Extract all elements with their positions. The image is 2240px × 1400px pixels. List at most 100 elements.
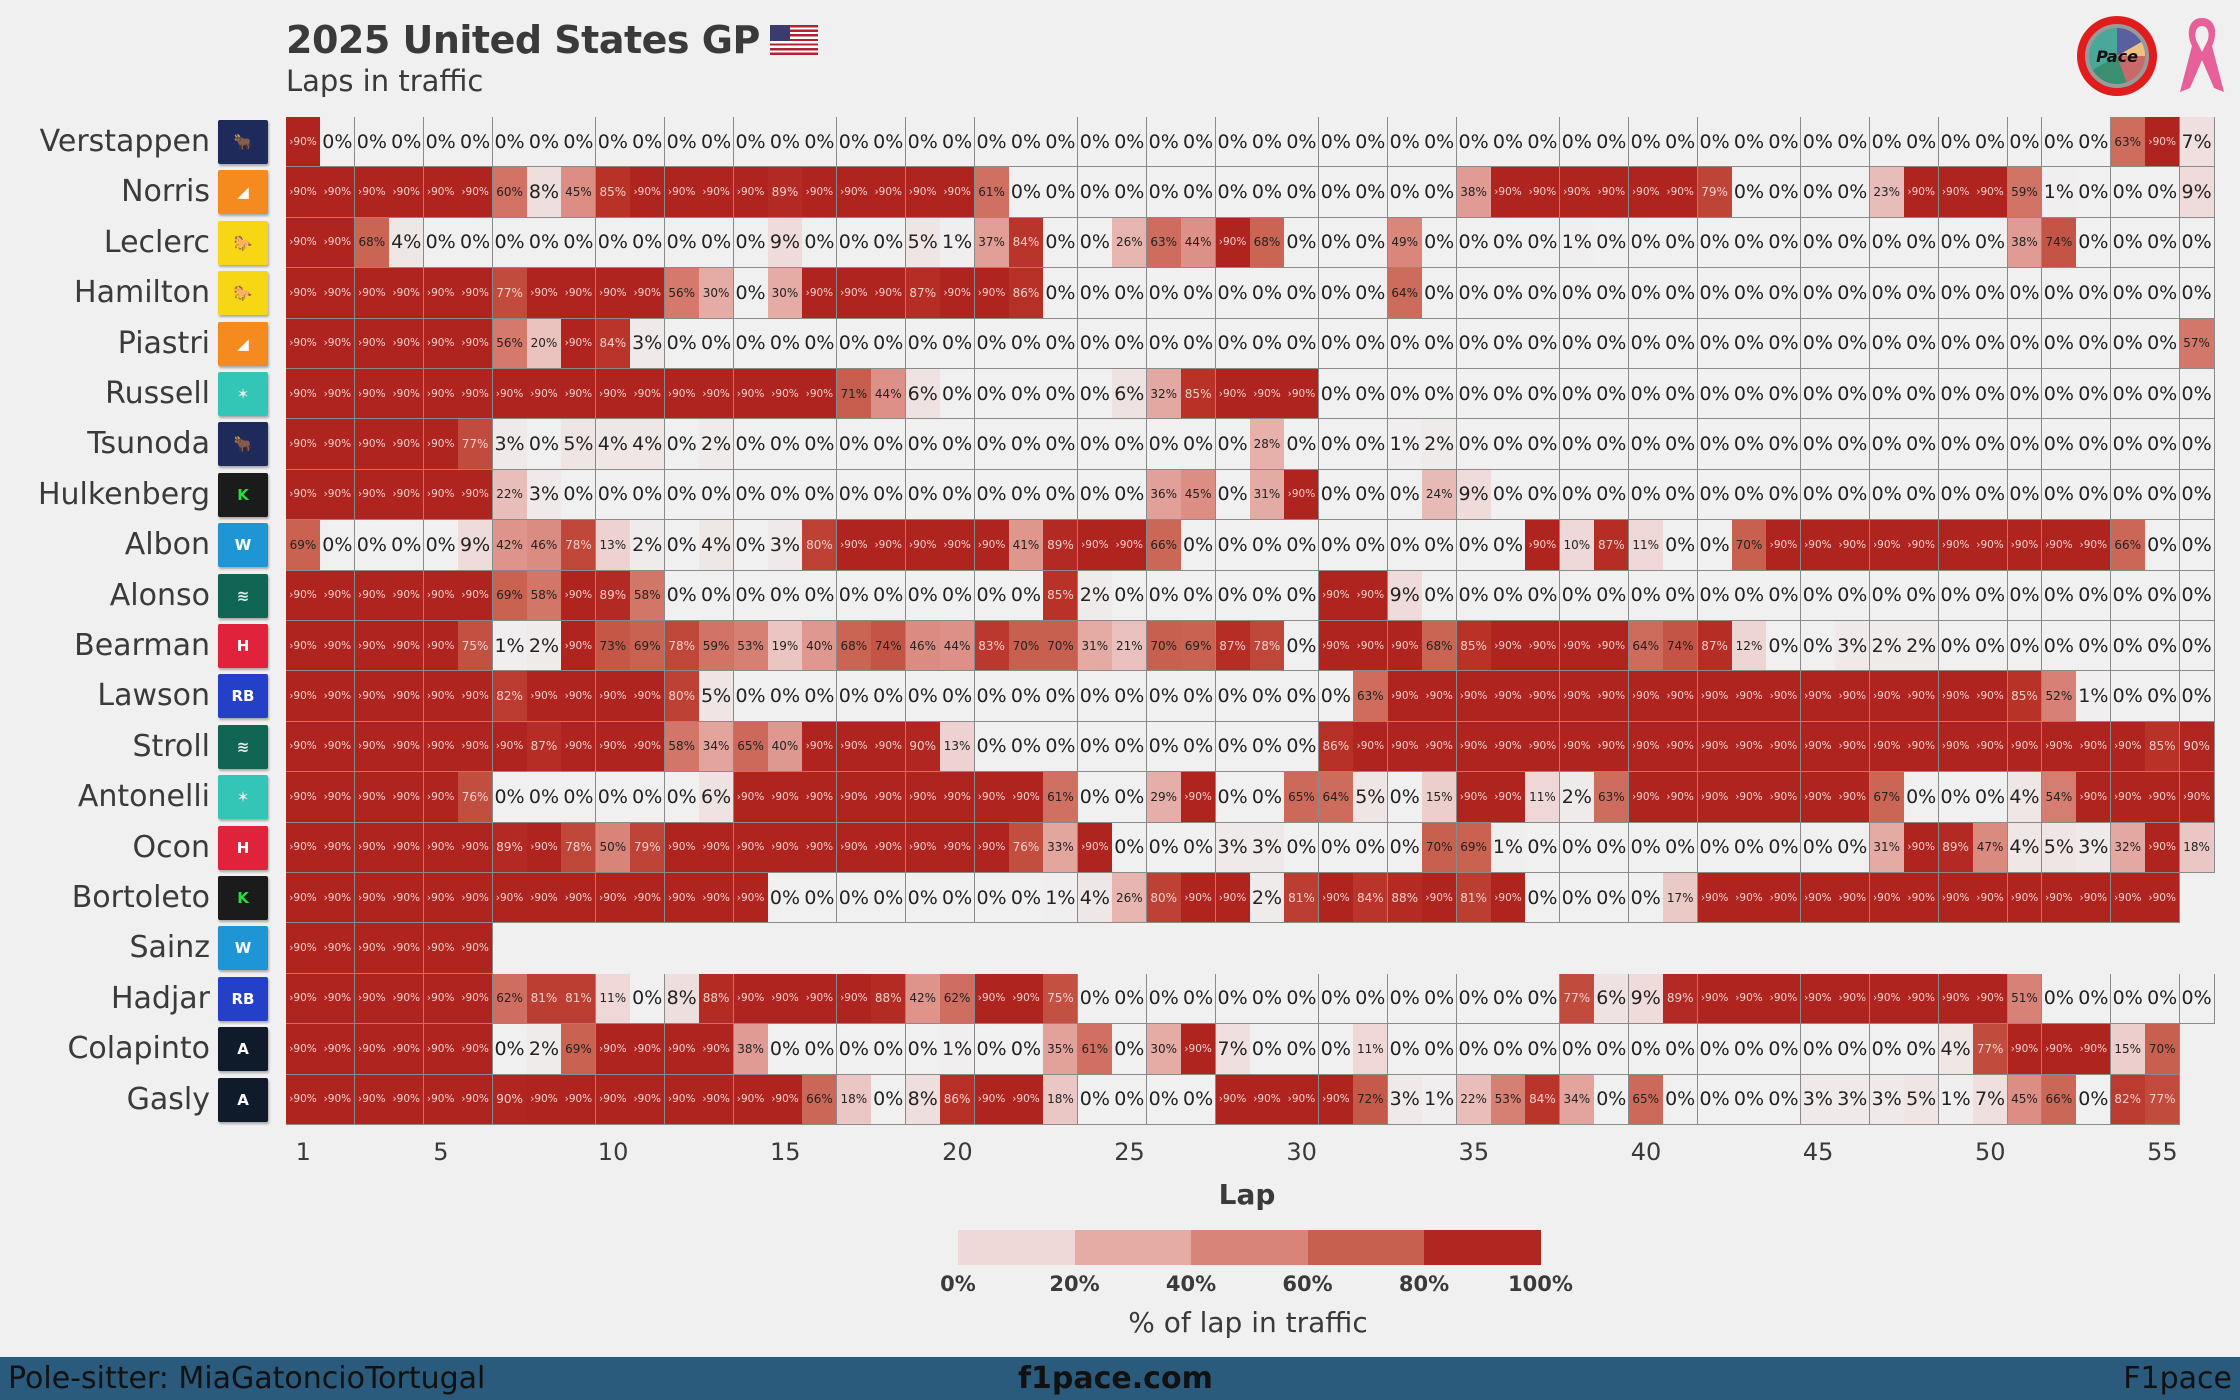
colorbar-tick-label: 100% <box>1508 1272 1573 1296</box>
heatmap-cell: 0% <box>1800 1024 1836 1075</box>
heatmap-cell: ›90% <box>1594 671 1630 722</box>
heatmap-cell: 0% <box>1112 822 1148 873</box>
heatmap-cell: 0% <box>1559 369 1595 420</box>
heatmap-cell: 0% <box>1869 570 1905 621</box>
heatmap-cell: 0% <box>2145 973 2181 1025</box>
heatmap-cell: ›90% <box>458 369 494 420</box>
heatmap-cell: 0% <box>2145 469 2181 521</box>
heatmap-cell: 0% <box>1353 469 1389 521</box>
heatmap-cell: 74% <box>1663 621 1699 672</box>
heatmap-cell: ›90% <box>1318 1074 1354 1125</box>
heatmap-cell: 0% <box>1697 369 1733 420</box>
driver-label: Antonelli <box>77 779 210 815</box>
heatmap-cell: 8% <box>905 1074 941 1125</box>
heatmap-cell: 0% <box>768 469 803 521</box>
colorbar-tick-label: 20% <box>1049 1272 1100 1296</box>
heatmap-cell: ›90% <box>561 873 597 924</box>
heatmap-cell: 0% <box>1697 217 1733 269</box>
heatmap-cell: 0% <box>699 469 735 521</box>
heatmap-cell: 0% <box>1869 117 1905 168</box>
heatmap-cell: ›90% <box>492 873 528 924</box>
heatmap-cell: 85% <box>1043 570 1079 621</box>
heatmap-cell: 0% <box>1904 469 1940 521</box>
heatmap-cell: 0% <box>2076 1074 2112 1125</box>
heatmap-cell: ›90% <box>1697 873 1733 924</box>
heatmap-cell: 32% <box>1146 369 1182 420</box>
heatmap-cell: ›90% <box>733 167 769 218</box>
heatmap-cell: ›90% <box>905 167 941 218</box>
heatmap-cell: 0% <box>1800 167 1836 218</box>
heatmap-cell: ›90% <box>286 873 321 924</box>
heatmap-cell: 1% <box>492 621 528 672</box>
heatmap-cell: 0% <box>1800 318 1836 369</box>
heatmap-cell: ›90% <box>1732 873 1767 924</box>
heatmap-cell: 0% <box>1559 419 1595 470</box>
heatmap-cell: 17% <box>1663 873 1699 924</box>
heatmap-cell: 0% <box>2145 419 2181 470</box>
heatmap-cell: 46% <box>527 520 562 571</box>
heatmap-cell: 1% <box>2076 671 2112 722</box>
x-tick-label: 1 <box>295 1138 311 1166</box>
heatmap-cell: 0% <box>2110 268 2146 319</box>
heatmap-cell: 0% <box>2007 469 2043 521</box>
heatmap-cell: 0% <box>527 419 562 470</box>
heatmap-cell: 85% <box>595 167 631 218</box>
heatmap-cell: ›90% <box>1525 621 1561 672</box>
heatmap-cell: 0% <box>1766 318 1802 369</box>
heatmap-cell: 86% <box>1009 268 1044 319</box>
heatmap-cell: 0% <box>664 469 700 521</box>
heatmap-cell: ›90% <box>2007 873 2043 924</box>
title-text: 2025 United States GP <box>286 18 760 62</box>
heatmap-cell: 0% <box>1973 318 2008 369</box>
heatmap-cell: 0% <box>1284 268 1320 319</box>
heatmap-cell: 0% <box>1628 117 1664 168</box>
heatmap-cell: 31% <box>1077 621 1113 672</box>
heatmap-cell: 0% <box>1697 419 1733 470</box>
heatmap-cell: ›90% <box>1491 671 1526 722</box>
heatmap-cell: 0% <box>1800 822 1836 873</box>
heatmap-cell: 84% <box>1525 1074 1561 1125</box>
heatmap-cell: 0% <box>1456 369 1492 420</box>
heatmap-cell: ›90% <box>1835 671 1871 722</box>
heatmap-cell: 0% <box>1800 117 1836 168</box>
heatmap-cell: 0% <box>836 671 872 722</box>
heatmap-cell: ›90% <box>1938 671 1974 722</box>
heatmap-cell: ›90% <box>871 822 907 873</box>
heatmap-cell: ›90% <box>354 923 390 974</box>
heatmap-cell: 0% <box>1938 217 1974 269</box>
heatmap-cell: ›90% <box>561 318 597 369</box>
heatmap-cell: ›90% <box>768 1074 803 1125</box>
heatmap-cell: 0% <box>2145 217 2181 269</box>
driver-label: Norris <box>121 174 210 210</box>
heatmap-cell: 0% <box>1284 822 1320 873</box>
heatmap-cell: 0% <box>974 117 1010 168</box>
heatmap-cell: 0% <box>2007 419 2043 470</box>
heatmap-cell: ›90% <box>1559 621 1595 672</box>
heatmap-cell: ›90% <box>1800 520 1836 571</box>
heatmap-cell: 0% <box>1594 268 1630 319</box>
heatmap-cell: 80% <box>664 671 700 722</box>
heatmap-cell: 89% <box>492 822 528 873</box>
heatmap-cell: 0% <box>836 873 872 924</box>
heatmap-cell: 70% <box>1732 520 1767 571</box>
heatmap-cell: 0% <box>1387 117 1423 168</box>
heatmap-cell: 0% <box>1146 671 1182 722</box>
heatmap-cell: 61% <box>974 167 1010 218</box>
heatmap-cell: 0% <box>1800 268 1836 319</box>
heatmap-cell: ›90% <box>320 873 356 924</box>
heatmap-cell: ›90% <box>1112 520 1148 571</box>
heatmap-cell: 0% <box>1800 621 1836 672</box>
heatmap-cell: 0% <box>1284 419 1320 470</box>
heatmap-cell: ›90% <box>354 469 390 521</box>
heatmap-cell: ›90% <box>699 369 735 420</box>
heatmap-cell: 0% <box>1973 419 2008 470</box>
heatmap-cell: 52% <box>2041 671 2077 722</box>
heatmap-cell: ›90% <box>768 822 803 873</box>
heatmap-cell: 36% <box>1146 469 1182 521</box>
heatmap-cell: ›90% <box>1766 973 1802 1025</box>
x-axis-label: Lap <box>1218 1178 1276 1211</box>
heatmap-cell: 0% <box>595 772 631 823</box>
heatmap-cell: 82% <box>492 671 528 722</box>
heatmap-cell: 38% <box>2007 217 2043 269</box>
heatmap-cell: ›90% <box>354 419 390 470</box>
